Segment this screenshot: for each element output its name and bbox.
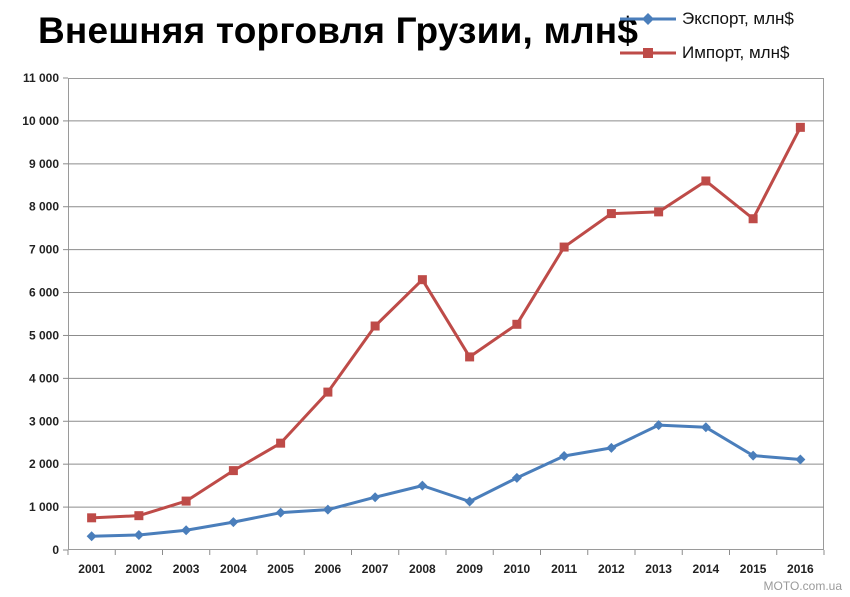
series-line-import	[91, 126, 802, 520]
y-tick-label: 8 000	[29, 200, 59, 214]
x-tick-label: 2003	[173, 562, 200, 576]
legend-item-export: Экспорт, млн$	[618, 6, 794, 32]
data-point-export	[133, 529, 144, 540]
legend-item-import: Импорт, млн$	[618, 40, 794, 66]
y-tick-label: 3 000	[29, 414, 59, 428]
data-point-export	[275, 507, 286, 518]
data-point-import	[748, 214, 758, 224]
chart-legend: Экспорт, млн$ Импорт, млн$	[618, 6, 794, 74]
x-tick-label: 2005	[267, 562, 294, 576]
data-point-import	[606, 209, 616, 219]
data-point-export	[228, 517, 239, 528]
data-point-import	[87, 513, 97, 523]
series-line-export	[91, 423, 801, 538]
data-point-export	[181, 525, 192, 536]
data-point-export	[322, 504, 333, 515]
data-point-export	[700, 422, 711, 433]
x-tick-label: 2008	[409, 562, 436, 576]
x-tick-label: 2006	[315, 562, 342, 576]
data-point-import	[465, 352, 475, 362]
x-tick-label: 2013	[645, 562, 672, 576]
data-point-export	[464, 496, 475, 507]
x-tick-label: 2001	[78, 562, 105, 576]
data-point-import	[228, 466, 238, 476]
x-tick-label: 2015	[740, 562, 767, 576]
data-point-import	[323, 387, 333, 397]
data-point-import	[276, 438, 286, 448]
data-point-import	[512, 319, 522, 329]
legend-swatch-import	[620, 48, 676, 58]
y-tick-label: 10 000	[22, 114, 59, 128]
legend-swatch-export	[620, 13, 676, 25]
data-point-export	[370, 492, 381, 503]
x-tick-label: 2004	[220, 562, 247, 576]
y-tick-label: 0	[52, 543, 59, 557]
legend-label-import: Импорт, млн$	[682, 43, 790, 62]
y-tick-label: 2 000	[29, 457, 59, 471]
x-tick-label: 2012	[598, 562, 625, 576]
data-point-export	[748, 450, 759, 461]
y-tick-label: 9 000	[29, 157, 59, 171]
data-point-import	[795, 122, 805, 132]
data-point-import	[701, 176, 711, 186]
data-point-import	[181, 496, 191, 506]
x-tick-label: 2002	[126, 562, 153, 576]
data-point-import	[417, 275, 427, 285]
plot-area	[68, 78, 824, 550]
watermark: MOTO.com.ua	[763, 579, 842, 593]
x-tick-label: 2010	[504, 562, 531, 576]
y-tick-label: 5 000	[29, 328, 59, 342]
data-point-import	[134, 511, 144, 521]
data-point-import	[559, 242, 569, 252]
y-tick-label: 7 000	[29, 243, 59, 257]
data-point-export	[86, 531, 97, 542]
data-point-export	[559, 451, 570, 462]
data-point-export	[653, 420, 664, 431]
y-tick-label: 6 000	[29, 286, 59, 300]
y-tick-label: 1 000	[29, 500, 59, 514]
data-point-export	[795, 454, 806, 465]
x-tick-label: 2014	[693, 562, 720, 576]
y-tick-label: 11 000	[23, 71, 59, 85]
data-point-export	[606, 442, 617, 453]
x-tick-label: 2016	[787, 562, 814, 576]
data-point-import	[370, 321, 380, 331]
data-point-export	[511, 472, 522, 483]
legend-label-export: Экспорт, млн$	[682, 9, 794, 28]
data-point-export	[417, 480, 428, 491]
x-tick-label: 2007	[362, 562, 389, 576]
chart-title: Внешняя торговля Грузии, млн$	[38, 10, 639, 51]
y-tick-label: 4 000	[29, 371, 59, 385]
data-point-import	[654, 207, 664, 217]
x-tick-label: 2009	[456, 562, 483, 576]
x-tick-label: 2011	[551, 562, 577, 576]
